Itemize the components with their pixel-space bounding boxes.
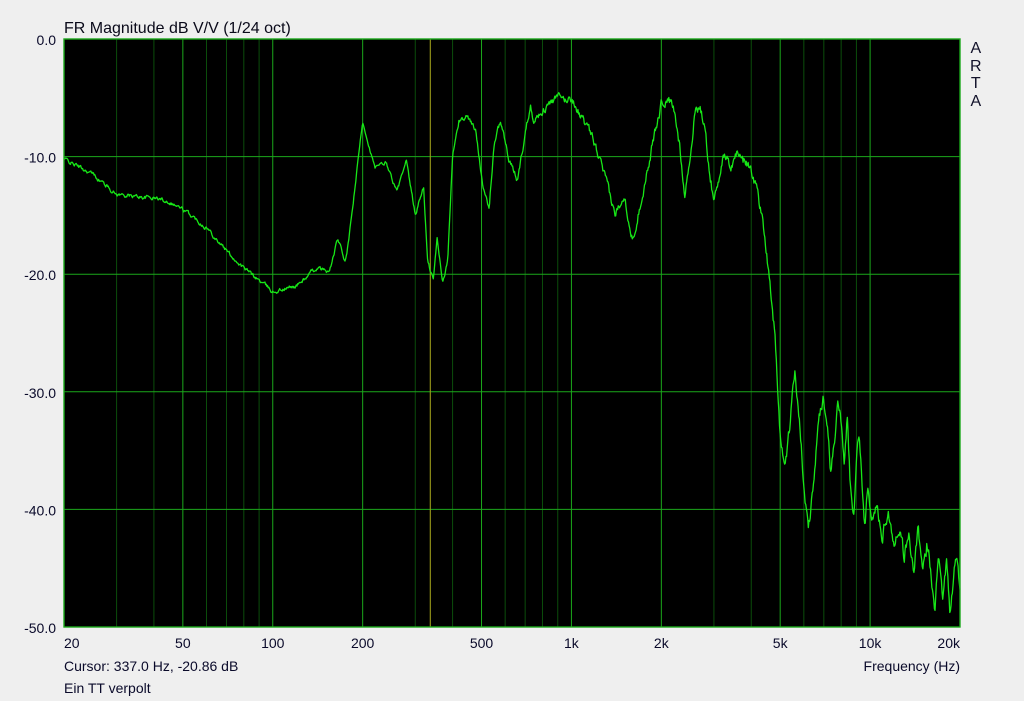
svg-text:20k: 20k: [937, 635, 961, 651]
svg-text:-50.0: -50.0: [24, 620, 56, 636]
svg-text:100: 100: [261, 635, 285, 651]
svg-text:-10.0: -10.0: [24, 150, 56, 166]
svg-text:5k: 5k: [773, 635, 789, 651]
svg-text:1k: 1k: [564, 635, 580, 651]
svg-text:-40.0: -40.0: [24, 502, 56, 518]
svg-text:50: 50: [175, 635, 191, 651]
svg-text:10k: 10k: [859, 635, 883, 651]
svg-text:0.0: 0.0: [37, 32, 57, 48]
svg-text:-20.0: -20.0: [24, 267, 56, 283]
svg-text:2k: 2k: [654, 635, 670, 651]
svg-text:20: 20: [64, 635, 80, 651]
svg-text:-30.0: -30.0: [24, 385, 56, 401]
svg-text:500: 500: [470, 635, 494, 651]
svg-text:200: 200: [351, 635, 375, 651]
